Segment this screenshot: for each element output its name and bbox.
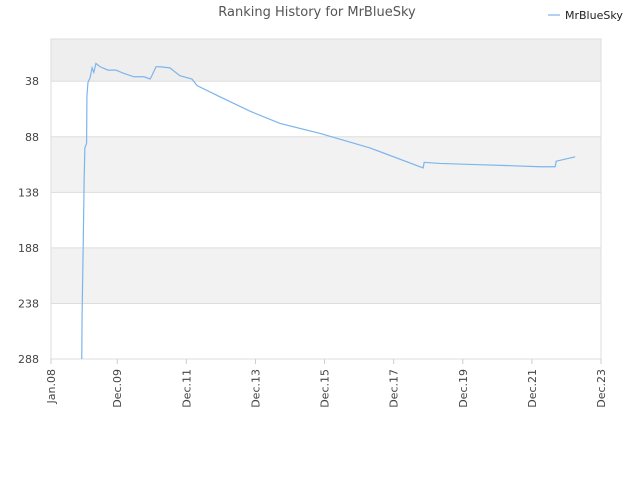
y-tick-label: 138 [18,186,39,199]
x-tick-label: Dec.11 [180,369,193,408]
legend-label: MrBlueSky [565,9,623,22]
plot-border [50,38,602,360]
y-tick-label: 88 [25,131,39,144]
band [51,39,601,82]
y-tick-label: 238 [18,297,39,310]
y-tick-label: 288 [18,353,39,366]
line [81,62,576,360]
y-tick-label: 188 [18,242,39,255]
x-tick-label: Dec.21 [526,369,539,408]
x-tick-label: Dec.17 [388,369,401,408]
chart-title: Ranking History for MrBlueSky [218,5,416,20]
x-tick-label: Dec.09 [111,369,124,408]
band [51,136,601,193]
x-tick-label: Dec.23 [595,369,608,408]
x-tick-label: Dec.15 [319,369,332,408]
x-tick-label: Dec.13 [249,369,262,408]
x-tick-label: Jan.08 [45,369,58,404]
y-tick-label: 38 [25,75,39,88]
band [51,247,601,304]
x-tick-label: Dec.19 [457,369,470,408]
